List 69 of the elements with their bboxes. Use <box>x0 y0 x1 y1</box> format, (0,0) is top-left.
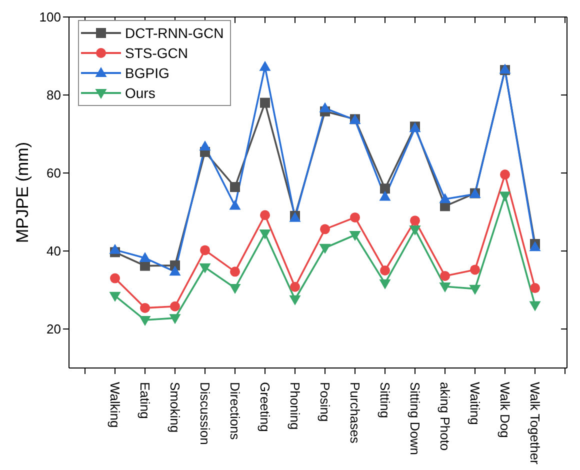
x-tick-label: Sitting <box>377 382 392 418</box>
y-tick-label: 20 <box>46 322 61 337</box>
x-tick-label: Walking <box>107 382 122 428</box>
point <box>380 184 390 194</box>
point <box>500 170 510 180</box>
x-tick-label: Eating <box>137 382 152 419</box>
x-tick-label: Phoning <box>287 382 302 430</box>
point <box>290 282 300 292</box>
legend-label: DCT-RNN-GCN <box>125 24 224 43</box>
x-tick-label: Walk Together <box>527 382 542 466</box>
point <box>320 224 330 234</box>
y-tick-label: 40 <box>46 244 61 259</box>
point <box>469 284 481 295</box>
point <box>530 283 540 294</box>
point <box>409 226 421 236</box>
y-tick-label: 100 <box>39 10 61 25</box>
point <box>499 192 511 202</box>
point <box>139 316 151 326</box>
x-tick-label: Greeting <box>257 382 272 432</box>
point <box>109 244 121 254</box>
y-tick-label: 80 <box>46 88 61 103</box>
point <box>349 231 361 242</box>
legend-label: BGPIG <box>125 64 170 83</box>
legend-label: Ours <box>125 84 156 103</box>
point <box>470 264 480 275</box>
point <box>319 244 331 254</box>
point <box>260 98 270 108</box>
point <box>139 252 151 262</box>
legend-label: STS-GCN <box>125 44 188 63</box>
point <box>169 266 181 276</box>
x-tick-label: Waiting <box>467 382 482 425</box>
x-tick-label: aking Photo <box>437 382 452 451</box>
point <box>169 314 181 324</box>
point <box>410 216 420 226</box>
point <box>260 210 270 220</box>
y-axis-title: MPJPE (mm) <box>13 142 32 244</box>
point <box>259 60 271 71</box>
point <box>439 193 451 204</box>
point <box>319 102 331 112</box>
point <box>230 266 240 277</box>
point <box>529 301 541 312</box>
point <box>529 241 541 252</box>
point <box>140 302 150 313</box>
x-tick-label: Posing <box>317 382 332 422</box>
x-tick-label: Purchases <box>347 382 362 444</box>
x-tick-label: Smoking <box>167 382 182 433</box>
point <box>379 190 391 201</box>
point <box>380 266 390 276</box>
point <box>259 229 271 240</box>
x-tick-label: Discussion <box>197 382 212 445</box>
point <box>229 284 241 294</box>
point <box>200 245 210 256</box>
point <box>230 182 240 192</box>
point <box>379 279 391 290</box>
point <box>109 292 121 302</box>
point <box>199 263 211 274</box>
x-tick-label: Sitting Down <box>407 382 422 455</box>
point <box>110 273 120 284</box>
y-tick-label: 60 <box>46 166 61 181</box>
point <box>440 270 450 281</box>
point <box>350 212 360 222</box>
point <box>199 140 211 150</box>
point <box>439 282 451 292</box>
point <box>289 295 301 306</box>
point <box>170 301 180 312</box>
x-tick-label: Walk Dog <box>497 382 512 438</box>
point <box>140 260 150 271</box>
x-tick-label: Directions <box>227 382 242 440</box>
point <box>229 200 241 210</box>
